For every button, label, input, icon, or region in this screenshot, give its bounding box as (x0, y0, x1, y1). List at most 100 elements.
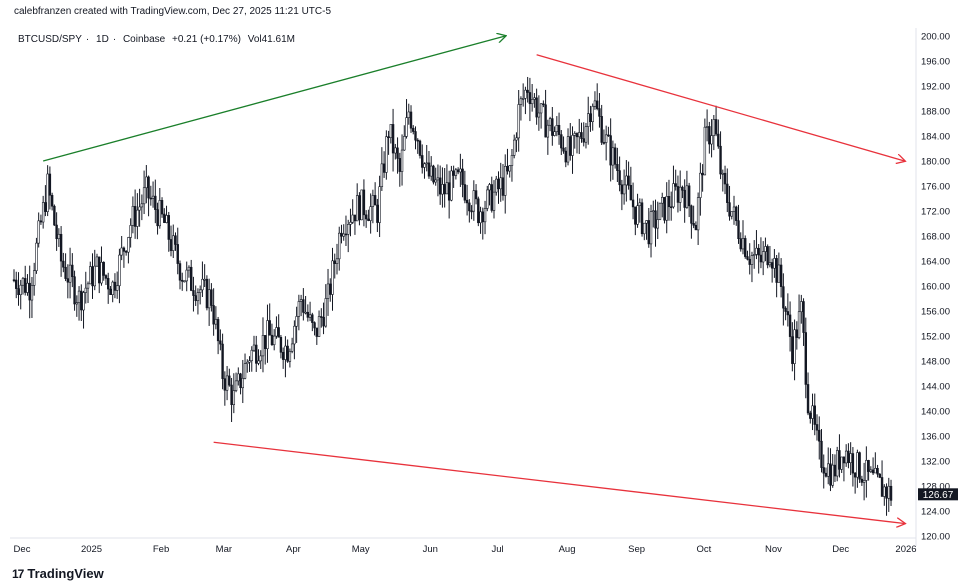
candle-body (512, 139, 516, 156)
candle-body (820, 440, 823, 468)
candle-body (450, 170, 453, 201)
candle-body (210, 289, 213, 306)
candle-body (313, 322, 316, 329)
candle-body (862, 480, 866, 483)
candle-body (746, 256, 749, 260)
candle-body (311, 314, 314, 323)
candle-body (187, 266, 191, 271)
candle-body (524, 89, 527, 99)
candle-body (80, 290, 83, 311)
candle-body (270, 334, 274, 346)
candle-body (71, 264, 74, 278)
candle-body (160, 200, 164, 215)
candle-body (376, 204, 379, 223)
candle-body (876, 468, 879, 475)
candle-body (371, 195, 375, 207)
candle-body (573, 133, 576, 136)
candle-body (214, 319, 218, 325)
candle-body (286, 345, 289, 362)
candle-body (636, 205, 639, 225)
candle-body (564, 150, 567, 163)
price-tick-label: 200.00 (921, 32, 950, 43)
candle-body (241, 377, 244, 389)
candle-body (557, 125, 561, 135)
candle-body (609, 135, 612, 166)
symbol-legend: BTCUSD/SPY · 1D · Coinbase +0.21 (+0.17%) … (18, 34, 295, 45)
candle-body (230, 384, 233, 406)
candle-body (281, 351, 285, 360)
tradingview-logo-icon: 17 (12, 566, 24, 581)
candle-body (378, 186, 381, 223)
candle-body (562, 147, 565, 152)
candle-body (481, 211, 484, 223)
candle-body (465, 199, 469, 204)
candle-body (483, 208, 487, 223)
candle-body (732, 206, 736, 212)
candle-body (351, 214, 354, 223)
candle-body (757, 247, 760, 256)
symbol-name[interactable]: BTCUSD/SPY (18, 34, 82, 45)
tradingview-brand[interactable]: 17 TradingView (12, 566, 104, 581)
candle-body (600, 116, 603, 143)
price-tick-label: 192.00 (921, 82, 950, 93)
candle-body (104, 275, 108, 279)
time-tick-label: 2025 (81, 544, 102, 555)
interval-label[interactable]: 1D (96, 34, 109, 45)
candle-body (163, 213, 166, 223)
candle-body (690, 205, 693, 224)
candle-body (216, 319, 220, 342)
candle-body (759, 254, 763, 263)
candle-body (477, 198, 480, 224)
price-tick-label: 140.00 (921, 407, 950, 418)
candle-body (28, 282, 31, 301)
candle-body (508, 165, 511, 172)
candle-body (672, 183, 675, 208)
candle-body (225, 375, 229, 391)
candle-body (822, 467, 825, 474)
candle-body (385, 136, 388, 173)
price-tick-label: 168.00 (921, 232, 950, 243)
candle-body (768, 262, 772, 266)
candle-body (530, 99, 534, 105)
candle-body (89, 266, 92, 285)
uptrend-arrow (42, 36, 505, 162)
candle-body (647, 220, 650, 245)
candle-body (178, 263, 182, 281)
candle-body (607, 134, 610, 137)
candle-body (782, 286, 785, 309)
candle-body (665, 196, 668, 221)
candle-body (201, 278, 204, 291)
candle-body (73, 276, 76, 305)
candle-body (198, 289, 202, 293)
time-tick-label: Apr (286, 544, 301, 555)
candle-body (53, 205, 56, 226)
price-tick-label: 188.00 (921, 107, 950, 118)
candle-body (266, 320, 269, 350)
candle-body (766, 246, 769, 266)
candle-body (806, 384, 810, 414)
candle-body (409, 111, 413, 129)
candle-body (295, 316, 298, 327)
candle-body (878, 473, 882, 478)
candle-body (589, 113, 592, 122)
candle-body (472, 190, 476, 212)
candle-body (737, 220, 740, 239)
downtrend-arrow (536, 54, 905, 161)
candle-body (124, 251, 128, 253)
candle-body (459, 168, 462, 173)
candle-body (676, 186, 680, 203)
candle-body (290, 343, 294, 352)
candle-body (490, 184, 493, 211)
price-tick-label: 176.00 (921, 182, 950, 193)
time-tick-label: Oct (696, 544, 711, 555)
candle-body (342, 233, 345, 237)
candle-body (770, 262, 774, 269)
candle-body (50, 194, 54, 207)
candle-body (533, 97, 536, 100)
candle-body (30, 285, 34, 301)
candle-body (631, 199, 635, 208)
candle-body (32, 270, 36, 286)
price-tick-label: 164.00 (921, 257, 950, 268)
candle-body (555, 125, 559, 132)
